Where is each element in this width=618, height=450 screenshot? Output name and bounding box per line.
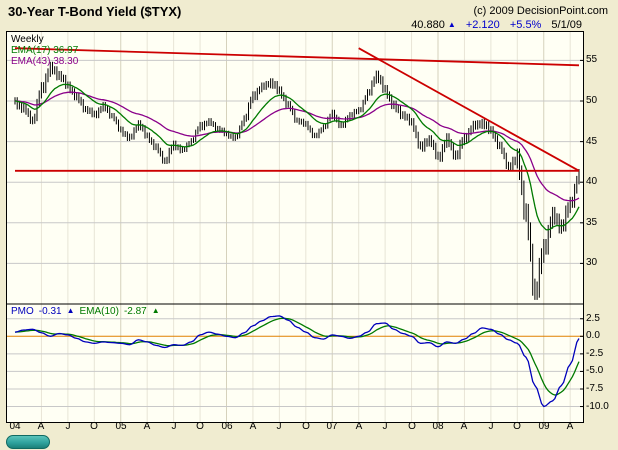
y-axis-tick-label: 40 xyxy=(586,176,598,187)
price-change: +2.120 xyxy=(465,19,500,31)
pmo-ema-value: -2.87 xyxy=(123,306,147,317)
x-axis-tick-label: J xyxy=(276,421,282,432)
ema17-label: EMA(17) 36.97 xyxy=(11,45,79,56)
copyright-text: (c) 2009 DecisionPoint.com xyxy=(473,5,608,17)
ema43-label: EMA(43) 38.30 xyxy=(11,56,79,67)
pmo-ema-up-arrow-icon: ▲ xyxy=(151,306,160,315)
x-axis-tick-label: O xyxy=(90,421,98,432)
x-axis-tick-label: J xyxy=(488,421,494,432)
x-axis-tick-label: 08 xyxy=(432,421,444,432)
x-axis-tick-label: A xyxy=(249,421,257,432)
quote-line: 40.880 ▲ +2.120 +5.5% 5/1/09 xyxy=(411,19,582,31)
x-axis-tick-label: J xyxy=(171,421,177,432)
up-arrow-icon: ▲ xyxy=(447,20,456,29)
y-axis-tick-label: 2.5 xyxy=(586,313,600,324)
y-axis-tick-label: -7.5 xyxy=(586,383,604,394)
x-axis-tick-label: 05 xyxy=(115,421,127,432)
x-axis-tick-label: A xyxy=(355,421,363,432)
x-axis-tick-label: 04 xyxy=(9,421,21,432)
x-axis-tick-label: J xyxy=(65,421,71,432)
y-axis-tick-label: 35 xyxy=(586,217,598,228)
pmo-label: PMO xyxy=(11,306,34,317)
page-title: 30-Year T-Bond Yield ($TYX) xyxy=(8,4,182,19)
x-axis-tick-label: A xyxy=(566,421,574,432)
pmo-label-strip: PMO -0.31 ▲ EMA(10) -2.87 ▲ xyxy=(11,306,165,317)
x-axis-tick-label: A xyxy=(37,421,45,432)
y-axis-tick-label: -10.0 xyxy=(586,401,609,412)
pmo-ema-label: EMA(10) xyxy=(79,306,119,317)
x-axis-tick-label: O xyxy=(302,421,310,432)
x-axis-tick-label: O xyxy=(408,421,416,432)
last-price: 40.880 xyxy=(411,19,445,31)
x-axis-tick-label: O xyxy=(513,421,521,432)
pmo-value: -0.31 xyxy=(38,306,62,317)
decisionpoint-logo[interactable] xyxy=(6,435,50,449)
y-axis-tick-label: 50 xyxy=(586,95,598,106)
pmo-up-arrow-icon: ▲ xyxy=(66,306,75,315)
x-axis-tick-label: J xyxy=(382,421,388,432)
y-axis-tick-label: -5.0 xyxy=(586,365,604,376)
x-axis-tick-label: O xyxy=(196,421,204,432)
y-axis-tick-label: 30 xyxy=(586,257,598,268)
x-axis-tick-label: A xyxy=(460,421,468,432)
x-axis-tick-label: 07 xyxy=(326,421,338,432)
price-change-pct: +5.5% xyxy=(509,19,542,31)
x-axis-tick-label: 06 xyxy=(221,421,233,432)
x-axis-tick-label: A xyxy=(143,421,151,432)
x-axis-tick-label: 09 xyxy=(538,421,550,432)
y-axis-tick-label: -2.5 xyxy=(586,348,604,359)
price-and-pmo-chart xyxy=(6,31,584,423)
quote-date: 5/1/09 xyxy=(551,19,582,31)
y-axis-tick-label: 0.0 xyxy=(586,330,600,341)
timeframe-label: Weekly xyxy=(11,34,44,45)
y-axis-tick-label: 55 xyxy=(586,54,598,65)
y-axis-tick-label: 45 xyxy=(586,136,598,147)
